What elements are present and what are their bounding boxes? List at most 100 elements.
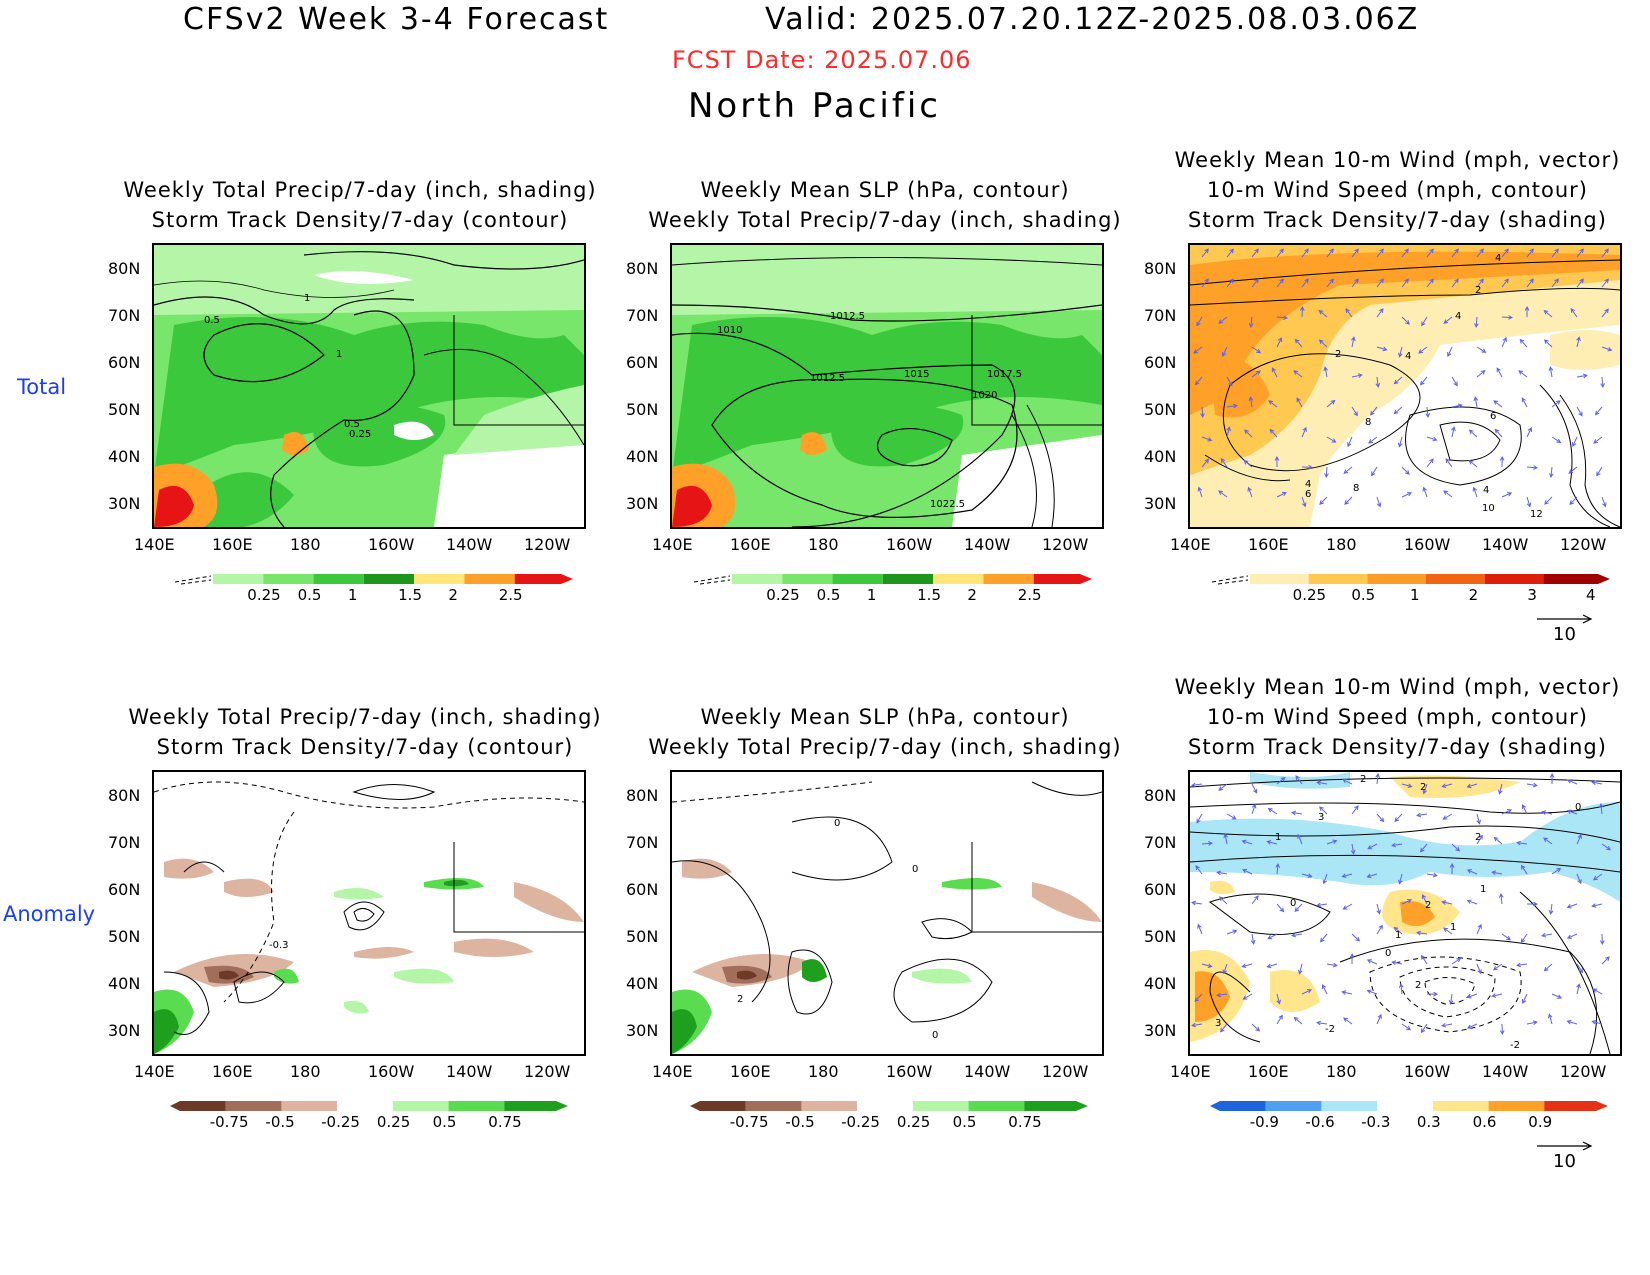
wind-vector	[1520, 933, 1528, 944]
wind-vector	[1398, 983, 1404, 995]
wind-vector	[1426, 278, 1434, 288]
colorbar-segment	[1432, 1101, 1489, 1111]
colorbar-label: 2	[448, 586, 458, 604]
wind-vector	[1468, 459, 1478, 468]
contour-label: 4	[1495, 253, 1502, 264]
lat-tick-label: 30N	[626, 494, 659, 513]
wind-vector	[1366, 989, 1378, 995]
wind-vector	[1366, 873, 1378, 879]
lat-tick-label: 80N	[626, 259, 659, 278]
colorbar-label: 0.25	[1292, 586, 1327, 604]
lat-tick-label: 50N	[1144, 400, 1177, 419]
lat-tick-label: 60N	[626, 353, 659, 372]
wind-vector	[1343, 466, 1353, 474]
wind-vector	[1544, 496, 1553, 505]
colorbar-label: 4	[1586, 586, 1596, 604]
forecast-date: FCST Date: 2025.07.06	[672, 46, 972, 74]
lat-tick-label: 30N	[626, 1021, 659, 1040]
lat-tick-label: 70N	[1144, 833, 1177, 852]
colorbar-segment	[1265, 1101, 1322, 1111]
wind-vector	[1194, 376, 1203, 386]
wind-vector	[1350, 843, 1356, 855]
colorbar-label: 0.6	[1472, 1113, 1497, 1131]
lon-tick-label: 160E	[1248, 1062, 1289, 1081]
wind-vector	[1474, 316, 1479, 329]
wind-vector	[1274, 455, 1280, 468]
wind-vector	[1326, 962, 1338, 968]
wind-vector	[1316, 1020, 1328, 1026]
wind-vector	[1601, 843, 1612, 851]
wind-vector	[1494, 428, 1503, 438]
wind-vector	[1223, 833, 1229, 845]
wind-vector	[1370, 406, 1378, 416]
wind-vector	[1201, 278, 1209, 288]
wind-vector	[1295, 775, 1303, 785]
colorbar-segment	[857, 1101, 913, 1111]
wind-vector	[1319, 806, 1328, 815]
wind-vector	[1566, 933, 1578, 939]
wind-vector	[1576, 373, 1588, 379]
wind-vector	[1426, 991, 1439, 997]
title-line-1: Weekly Mean SLP (hPa, contour)	[700, 705, 1070, 729]
wind-vector	[1266, 840, 1278, 845]
wind-vector	[1393, 926, 1403, 935]
wind-vector	[1548, 466, 1554, 478]
wind-vector	[1319, 496, 1328, 505]
lat-tick-label: 70N	[626, 306, 659, 325]
colorbar-label: -0.75	[209, 1113, 249, 1131]
wind-vector	[1421, 954, 1428, 965]
wind-vector	[1521, 864, 1528, 875]
wind-vector	[1441, 900, 1453, 905]
colorbar-segment	[782, 574, 833, 584]
title-line-2: Storm Track Density/7-day (contour)	[156, 735, 574, 759]
lat-tick-label: 70N	[108, 833, 141, 852]
colorbar-label: -0.5	[265, 1113, 295, 1131]
wind-vector	[1226, 813, 1237, 820]
lat-tick-label: 60N	[108, 880, 141, 899]
lon-tick-label: 120W	[1560, 1062, 1607, 1081]
wind-vector	[1541, 932, 1553, 938]
wind-vector	[1601, 496, 1607, 508]
colorbar-segment	[337, 1101, 393, 1111]
lon-tick-label: 180	[290, 535, 321, 554]
wind-vector	[1193, 346, 1203, 354]
wind-vector	[1576, 336, 1581, 348]
colorbar-segment	[448, 1101, 505, 1111]
contour-label: 0	[834, 818, 841, 829]
title-line-1: Weekly Total Precip/7-day (inch, shading…	[123, 178, 597, 202]
contour-label: 2	[1475, 832, 1482, 843]
colorbar-segment	[281, 1101, 338, 1111]
lat-tick-label: 30N	[1144, 1021, 1177, 1040]
row-label-anomaly: Anomaly	[3, 902, 96, 926]
colorbar-label: -0.5	[785, 1113, 815, 1131]
wind-vector	[1451, 957, 1462, 965]
lon-tick-label: 140W	[964, 1062, 1011, 1081]
lon-tick-label: 160W	[886, 535, 933, 554]
wind-vector	[1276, 903, 1285, 913]
lat-tick-label: 30N	[108, 494, 141, 513]
contour-label: 1	[1450, 922, 1457, 933]
wind-vector	[1250, 933, 1256, 945]
colorbar-segment	[1543, 574, 1610, 584]
wind-vector	[1472, 486, 1478, 498]
wind-vector	[1401, 899, 1413, 905]
colorbar-label: 0.5	[816, 586, 841, 604]
wind-vector	[1492, 963, 1503, 971]
wind-vector	[1421, 894, 1428, 905]
colorbar-strip	[694, 574, 1092, 585]
colorbar-precip-total: 0.25 0.5 1 1.5 2 2.5	[175, 572, 575, 612]
wind-vector	[1376, 248, 1384, 258]
wind-vector	[1350, 336, 1356, 348]
wind-vector	[1196, 813, 1203, 824]
wind-vector	[1241, 839, 1253, 845]
wind-vector	[1521, 993, 1528, 1004]
contour-label: 0.25	[349, 429, 372, 440]
colorbar-segment	[801, 1101, 858, 1111]
wind-vector	[1296, 397, 1303, 408]
wind-vector	[1476, 963, 1482, 975]
contour-label: 0	[932, 1030, 939, 1041]
lon-tick-label: 120W	[1042, 535, 1089, 554]
wind-vector	[1594, 406, 1603, 416]
contour-label: 3	[1215, 1018, 1222, 1029]
lon-tick-label: 140E	[652, 1062, 693, 1081]
